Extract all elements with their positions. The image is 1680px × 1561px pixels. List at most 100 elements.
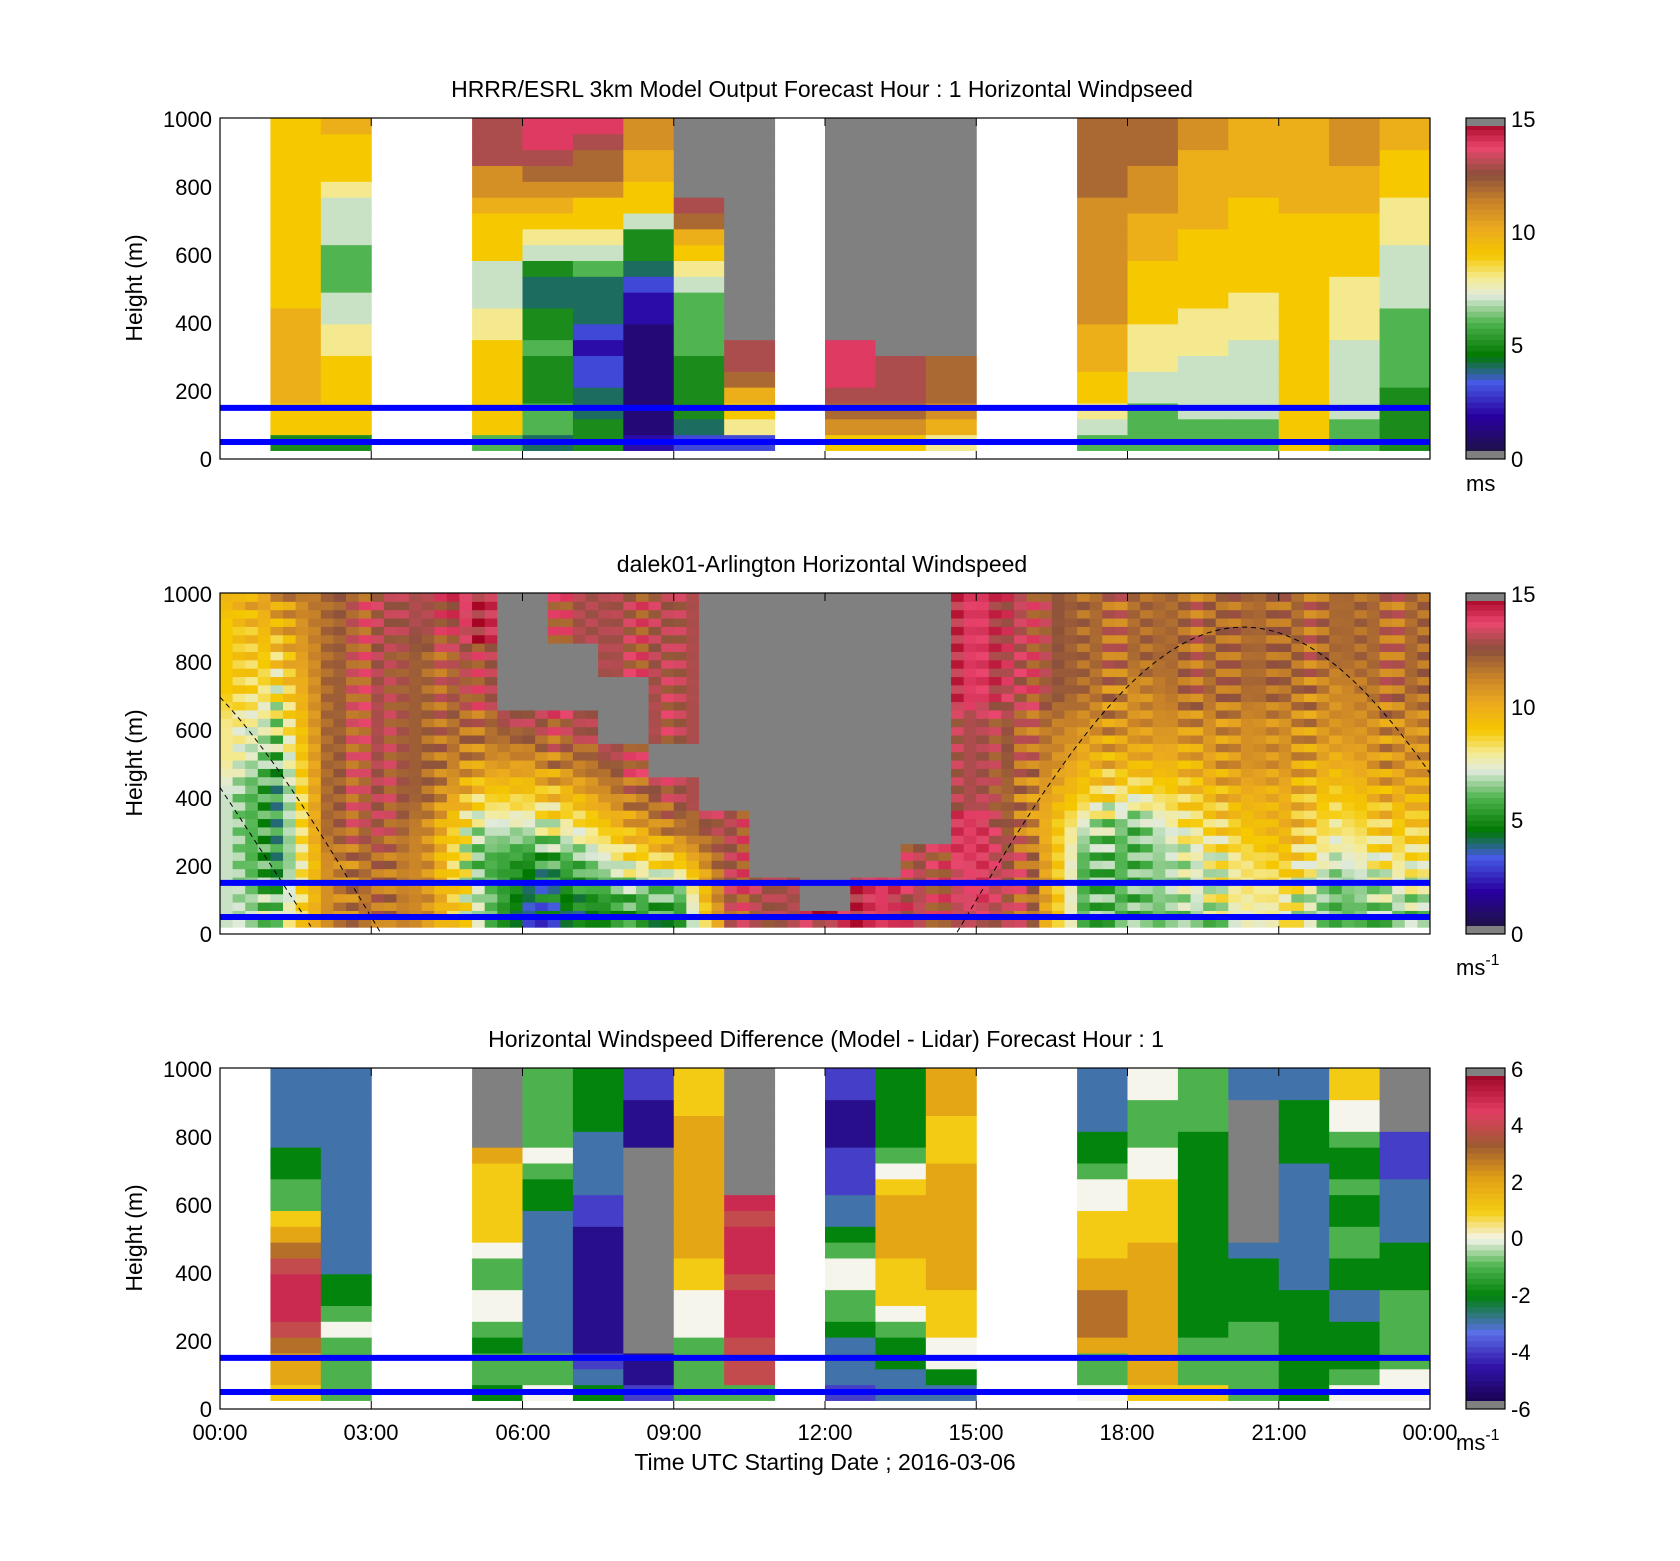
heatmap-cell (1253, 651, 1267, 661)
heatmap-cell (1354, 701, 1368, 711)
heatmap-cell (648, 634, 662, 644)
heatmap-cell (497, 751, 511, 761)
heatmap-cell (472, 701, 486, 711)
heatmap-cell (409, 676, 423, 686)
heatmap-cell (1140, 760, 1154, 769)
heatmap-cell (270, 860, 284, 870)
heatmap-cell (232, 618, 246, 627)
heatmap-cell (1114, 851, 1128, 861)
heatmap-cell (724, 1337, 776, 1354)
heatmap-cell (1026, 776, 1040, 786)
heatmap-cell (610, 902, 624, 911)
heatmap-cell (459, 918, 473, 928)
heatmap-cell (1266, 735, 1280, 744)
heatmap-cell (1177, 676, 1192, 686)
heatmap-cell (925, 918, 939, 928)
heatmap-cell (1366, 918, 1381, 928)
heatmap-cell (888, 801, 902, 811)
heatmap-cell (1127, 684, 1141, 694)
heatmap-cell (648, 893, 662, 903)
heatmap-cell (1064, 801, 1078, 811)
heatmap-cell (825, 651, 839, 661)
heatmap-cell (585, 826, 599, 836)
heatmap-cell (1303, 818, 1318, 828)
heatmap-cell (245, 801, 259, 811)
heatmap-cell (1329, 751, 1343, 761)
heatmap-cell (1329, 626, 1343, 636)
heatmap-cell (522, 709, 536, 719)
heatmap-cell (875, 1162, 927, 1180)
heatmap-cell (409, 835, 423, 845)
heatmap-cell (1039, 684, 1053, 694)
heatmap-cell (1379, 634, 1393, 644)
heatmap-cell (724, 339, 776, 356)
heatmap-cell (371, 693, 385, 703)
heatmap-cell (371, 810, 385, 820)
heatmap-cell (1152, 785, 1166, 794)
heatmap-cell (509, 659, 523, 669)
heatmap-cell (585, 851, 599, 861)
heatmap-cell (1215, 826, 1229, 836)
heatmap-cell (1077, 668, 1091, 678)
heatmap-cell (421, 668, 435, 678)
heatmap-cell (1177, 626, 1192, 636)
heatmap-cell (535, 801, 549, 811)
heatmap-cell (1089, 760, 1103, 769)
heatmap-cell (522, 693, 536, 703)
heatmap-cell (522, 835, 536, 845)
heatmap-cell (472, 292, 523, 309)
heatmap-cell (1354, 684, 1368, 694)
heatmap-cell (522, 323, 574, 341)
heatmap-cell (1014, 609, 1028, 619)
heatmap-cell (774, 760, 788, 769)
heatmap-cell (308, 726, 322, 736)
heatmap-cell (888, 651, 902, 661)
heatmap-cell (1077, 643, 1091, 652)
heatmap-cell (1177, 751, 1192, 761)
heatmap-cell (283, 618, 297, 627)
colorbar-swatch (1466, 706, 1505, 713)
heatmap-cell (1102, 826, 1116, 836)
heatmap-cell (1291, 668, 1305, 678)
heatmap-cell (459, 668, 473, 678)
heatmap-cell (1127, 1273, 1179, 1291)
heatmap-cell (245, 885, 259, 895)
heatmap-cell (472, 885, 486, 895)
heatmap-cell (1366, 751, 1381, 761)
heatmap-cell (396, 609, 410, 619)
heatmap-cell (245, 634, 259, 644)
heatmap-cell (497, 701, 511, 711)
colorbar-swatch (1466, 413, 1505, 420)
heatmap-cell (547, 618, 561, 627)
heatmap-cell (1404, 918, 1418, 928)
heatmap-cell (598, 743, 612, 753)
heatmap-cell (623, 1257, 675, 1275)
heatmap-cell (925, 793, 939, 803)
heatmap-cell (812, 835, 826, 845)
heatmap-cell (825, 693, 839, 703)
heatmap-cell (472, 181, 523, 198)
heatmap-cell (635, 735, 650, 744)
heatmap-cell (295, 735, 309, 744)
heatmap-cell (1001, 810, 1015, 820)
heatmap-cell (1051, 643, 1065, 652)
heatmap-cell (661, 760, 675, 769)
heatmap-cell (774, 693, 788, 703)
heatmap-cell (1077, 307, 1128, 325)
heatmap-cell (623, 668, 637, 678)
heatmap-cell (1077, 1257, 1128, 1275)
heatmap-cell (787, 659, 801, 669)
heatmap-cell (1404, 593, 1418, 602)
heatmap-cell (472, 1162, 523, 1180)
heatmap-cell (1253, 618, 1267, 627)
heatmap-cell (1177, 693, 1192, 703)
heatmap-cell (1278, 355, 1330, 372)
ytick-label: 0 (200, 922, 212, 947)
heatmap-cell (1014, 618, 1028, 627)
heatmap-cell (1291, 918, 1305, 928)
heatmap-cell (1089, 634, 1103, 644)
heatmap-cell (1240, 801, 1255, 811)
heatmap-cell (1077, 355, 1128, 372)
heatmap-cell (1240, 701, 1255, 711)
colorbar-swatch (1466, 1193, 1505, 1200)
